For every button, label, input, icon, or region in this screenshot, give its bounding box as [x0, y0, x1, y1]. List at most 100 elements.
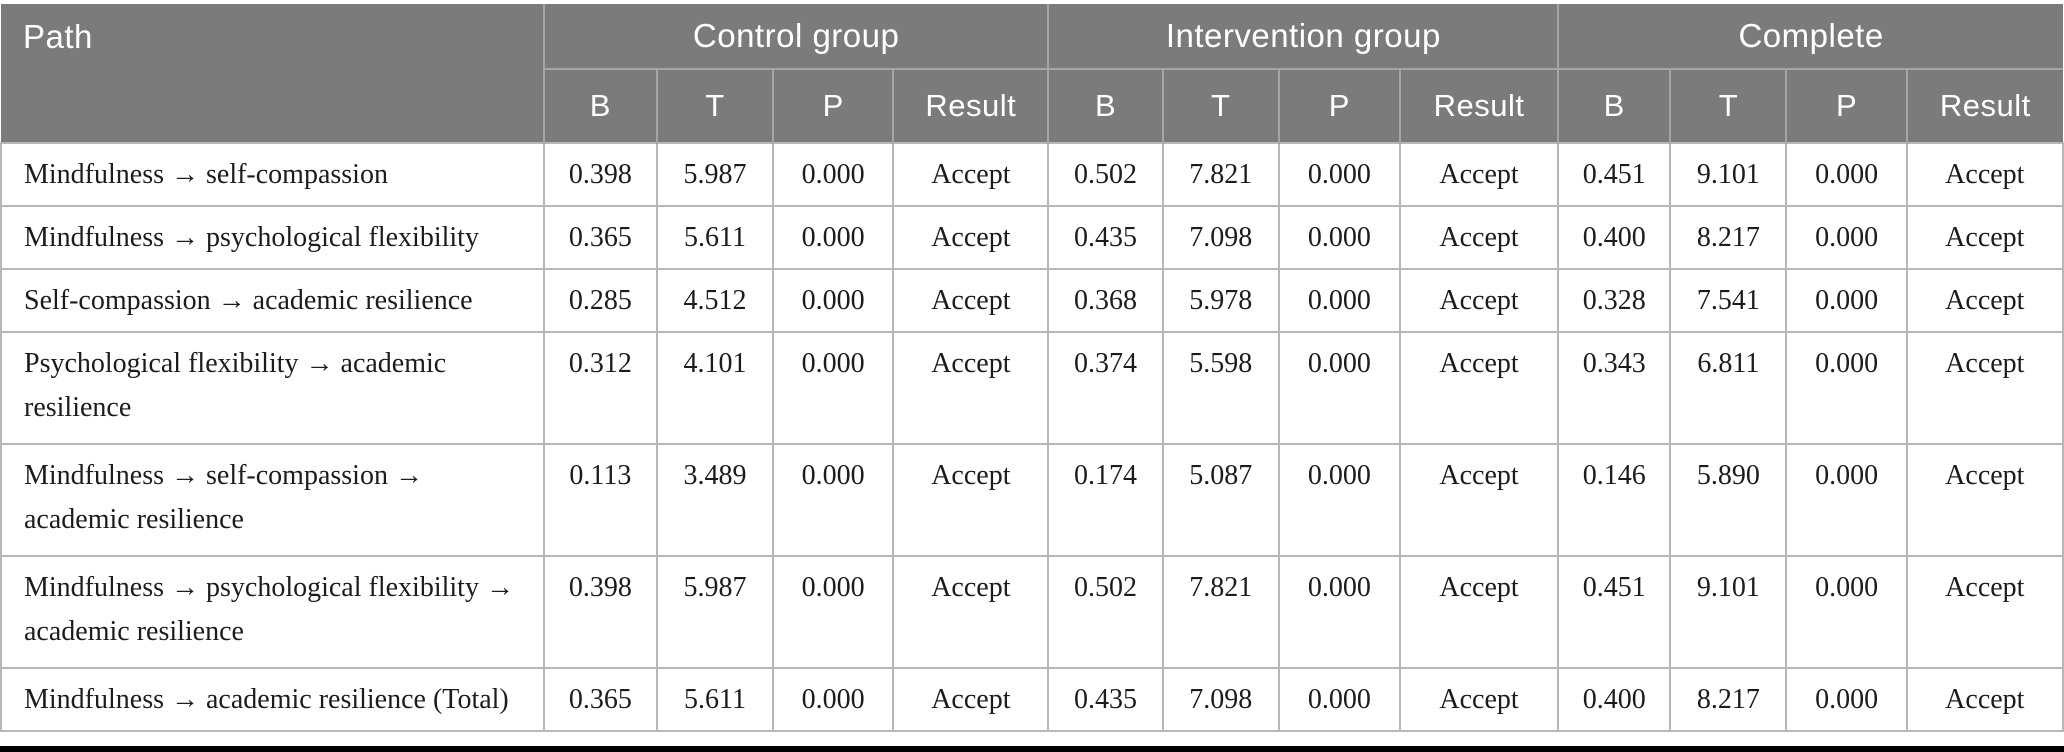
value-cell: Accept [892, 205, 1050, 270]
value-cell: 9.101 [1669, 555, 1788, 669]
value-cell: 0.146 [1557, 443, 1672, 557]
column-header-b: B [1047, 69, 1163, 143]
value-cell: Accept [892, 555, 1050, 669]
value-cell: 9.101 [1669, 142, 1788, 207]
table-row: Mindfulness → academic resilience (Total… [0, 667, 2064, 732]
value-cell: 0.398 [542, 555, 658, 669]
value-cell: 0.365 [542, 667, 658, 732]
column-header-b: B [542, 69, 657, 143]
column-header-result: Result [892, 69, 1049, 143]
value-cell: Accept [1398, 555, 1560, 669]
value-cell: 0.000 [772, 142, 895, 207]
value-cell: 7.541 [1669, 268, 1788, 333]
value-cell: 0.000 [772, 331, 895, 445]
value-cell: 0.000 [1785, 205, 1908, 270]
value-cell: Accept [1905, 205, 2064, 270]
column-header-result: Result [1905, 69, 2063, 143]
value-cell: 0.400 [1557, 667, 1672, 732]
value-cell: 0.000 [1277, 667, 1401, 732]
value-cell: 0.502 [1047, 142, 1164, 207]
value-cell: 0.000 [1277, 205, 1401, 270]
table-row: Self-compassion → academic resilience 0.… [0, 268, 2064, 333]
value-cell: 0.000 [772, 667, 895, 732]
value-cell: 0.312 [542, 331, 658, 445]
value-cell: 5.087 [1161, 443, 1280, 557]
group-header-control: Control group [542, 4, 1049, 70]
value-cell: 8.217 [1669, 667, 1788, 732]
group-header-intervention: Intervention group [1047, 4, 1559, 70]
value-cell: 7.821 [1161, 142, 1280, 207]
sub-header-row: B T P Result B T P Result B T P Result [1, 69, 2063, 143]
column-header-p: P [1785, 69, 1907, 143]
value-cell: 5.611 [655, 205, 775, 270]
column-header-b: B [1557, 69, 1671, 143]
table-bottom-rule [0, 746, 2064, 752]
path-cell: Self-compassion → academic resilience [0, 268, 545, 333]
value-cell: 0.365 [542, 205, 658, 270]
group-header-complete: Complete [1557, 4, 2063, 70]
value-cell: 0.368 [1047, 268, 1164, 333]
value-cell: 3.489 [655, 443, 775, 557]
table-row: Mindfulness → psychological flexibility … [0, 555, 2064, 669]
column-header-result: Result [1398, 69, 1559, 143]
column-header-t: T [1669, 69, 1787, 143]
value-cell: 8.217 [1669, 205, 1788, 270]
value-cell: Accept [1398, 142, 1560, 207]
value-cell: 0.400 [1557, 205, 1672, 270]
value-cell: 7.098 [1161, 667, 1280, 732]
table-body: Mindfulness → self-compassion 0.398 5.987… [0, 142, 2064, 732]
value-cell: Accept [1905, 443, 2064, 557]
path-cell: Mindfulness → psychological flexibility [0, 205, 545, 270]
column-header-t: T [655, 69, 774, 143]
value-cell: 0.000 [1277, 331, 1401, 445]
value-cell: 0.174 [1047, 443, 1164, 557]
value-cell: 0.000 [1277, 443, 1401, 557]
column-header-p: P [772, 69, 894, 143]
value-cell: 0.000 [1277, 268, 1401, 333]
column-header-p: P [1277, 69, 1400, 143]
column-header-path: Path [1, 4, 544, 143]
value-cell: 0.000 [1785, 443, 1908, 557]
table-row: Mindfulness → self-compassion 0.398 5.987… [0, 142, 2064, 207]
value-cell: 5.598 [1161, 331, 1280, 445]
path-cell: Psychological flexibility → academic res… [0, 331, 545, 445]
value-cell: 0.000 [1785, 667, 1908, 732]
column-header-t: T [1161, 69, 1279, 143]
value-cell: 0.113 [542, 443, 658, 557]
value-cell: Accept [1398, 443, 1560, 557]
table-row: Mindfulness → self-compassion → academic… [0, 443, 2064, 557]
value-cell: Accept [892, 443, 1050, 557]
table-row: Psychological flexibility → academic res… [0, 331, 2064, 445]
value-cell: Accept [1905, 268, 2064, 333]
value-cell: Accept [892, 142, 1050, 207]
value-cell: 5.890 [1669, 443, 1788, 557]
value-cell: 7.098 [1161, 205, 1280, 270]
value-cell: 0.435 [1047, 205, 1164, 270]
table-row: Mindfulness → psychological flexibility … [0, 205, 2064, 270]
value-cell: 0.000 [1785, 268, 1908, 333]
table-header: Path Control group Intervention group Co… [1, 4, 2063, 143]
value-cell: 0.451 [1557, 555, 1672, 669]
value-cell: Accept [1905, 555, 2064, 669]
value-cell: Accept [892, 331, 1050, 445]
value-cell: Accept [1905, 667, 2064, 732]
value-cell: Accept [892, 268, 1050, 333]
value-cell: 0.374 [1047, 331, 1164, 445]
value-cell: 5.987 [655, 142, 775, 207]
value-cell: 4.512 [655, 268, 775, 333]
value-cell: 0.000 [1785, 331, 1908, 445]
value-cell: 0.000 [772, 268, 895, 333]
path-cell: Mindfulness → self-compassion → academic… [0, 443, 545, 557]
value-cell: 0.285 [542, 268, 658, 333]
value-cell: 0.000 [1277, 142, 1401, 207]
value-cell: 7.821 [1161, 555, 1280, 669]
value-cell: Accept [892, 667, 1050, 732]
path-analysis-results-table: Path Control group Intervention group Co… [0, 4, 2064, 732]
value-cell: Accept [1398, 331, 1560, 445]
value-cell: 0.398 [542, 142, 658, 207]
value-cell: 0.000 [772, 205, 895, 270]
value-cell: 0.343 [1557, 331, 1672, 445]
value-cell: 5.978 [1161, 268, 1280, 333]
group-header-row: Path Control group Intervention group Co… [1, 4, 2063, 143]
